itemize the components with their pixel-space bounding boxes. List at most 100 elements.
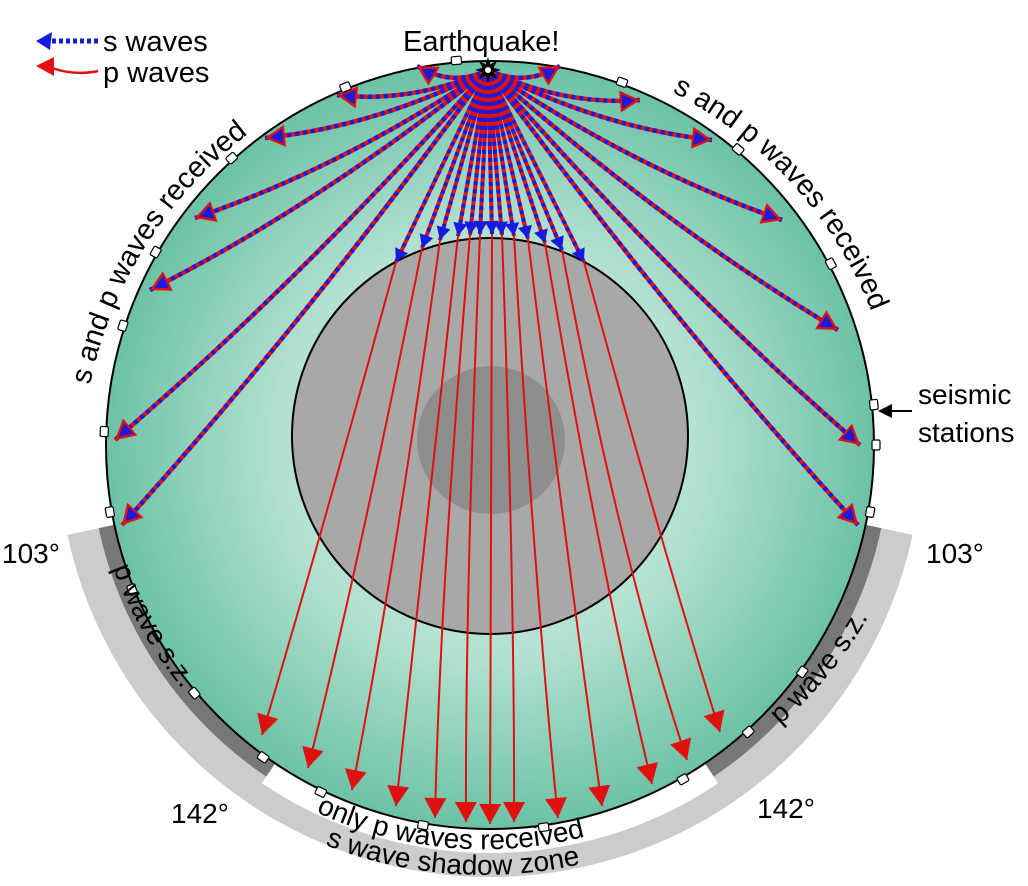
mantle-ray-s	[148, 68, 490, 293]
p-wave-arrow	[503, 802, 526, 822]
seismic-station-icon	[339, 81, 352, 93]
angle-142-left-label: 142°	[171, 798, 229, 829]
p-wave-arrow	[479, 803, 502, 824]
core-ray-s	[486, 69, 586, 263]
seismic-station-icon	[676, 773, 690, 786]
mantle-ray-s	[264, 67, 490, 141]
p-wave-ray	[527, 238, 603, 807]
angle-103-right-label: 103°	[926, 538, 984, 569]
core-ray-s	[394, 69, 490, 263]
mantle-ray-arrow-blue	[540, 68, 556, 82]
seismic-station-icon	[741, 725, 755, 739]
wave-rays	[113, 64, 862, 825]
core-ray-arrow-blue	[534, 228, 548, 243]
mantle-ray-arrow-blue	[154, 275, 170, 289]
legend: s waves p waves	[36, 26, 209, 89]
earthquake-epicenter-icon	[475, 57, 501, 83]
mantle-ray-arrow-blue	[762, 207, 778, 221]
mantle-ray-arrow-blue	[840, 506, 855, 522]
p-wave-ray	[544, 242, 653, 785]
p-wave-ray	[561, 249, 688, 761]
seismic-label-line1: seismic	[918, 379, 1011, 410]
mantle-ray-s	[486, 68, 783, 223]
legend-s-waves-label: s waves	[103, 26, 208, 58]
seismic-station-icon	[537, 822, 550, 833]
mantle-ray-s	[113, 68, 490, 442]
seismic-station-icon	[314, 786, 328, 798]
seismic-station-icon	[796, 665, 809, 679]
core-ray-arrow-blue	[473, 220, 488, 234]
mantle-ray-arrow-blue	[125, 506, 140, 522]
core-ray-arrow-blue	[453, 221, 468, 236]
mantle-ray-arrow-blue	[118, 422, 134, 437]
core-ray-arrow-blue	[464, 221, 479, 235]
mantle-ray-arrow-blue	[342, 89, 356, 105]
seismic-station-icon	[126, 583, 138, 596]
p-wave-arrow	[670, 737, 692, 760]
seismic-station-icon	[864, 506, 876, 519]
legend-p-wave-arrow-icon	[36, 57, 54, 76]
p-wave-arrow	[703, 709, 725, 732]
p-wave-arrow	[302, 745, 324, 768]
mantle-ray-s	[486, 67, 713, 143]
p-wave-arrow	[454, 802, 477, 822]
p-wave-arrow	[345, 768, 367, 790]
seismic-station-icon	[868, 398, 879, 411]
mantle-ray-arrow-blue	[693, 130, 707, 146]
core-ray-s	[486, 69, 564, 251]
mantle-ray-arrow-blue	[818, 314, 834, 328]
seismic-station-icon	[615, 76, 629, 88]
p-wave-ray	[434, 234, 471, 819]
p-wave-ray	[351, 239, 441, 791]
angle-103-left-label: 103°	[2, 538, 60, 569]
legend-s-wave-arrow-icon	[36, 32, 52, 50]
p-wave-arrow	[588, 784, 611, 806]
seismic-station-icon	[871, 439, 881, 451]
core-ray	[486, 69, 516, 237]
p-wave-arrow	[545, 797, 567, 818]
p-wave-ray	[307, 247, 423, 769]
core-ray-s	[438, 69, 490, 241]
p-wave-ray	[395, 235, 459, 807]
seismic-station-icon	[416, 819, 429, 831]
core-ray-arrow-blue	[395, 247, 409, 262]
legend-p-waves-label: p waves	[103, 57, 209, 89]
legend-p-wave-line	[51, 66, 99, 75]
core-ray	[420, 69, 490, 249]
seismic-station-icon	[117, 319, 129, 332]
core-ray-arrow-blue	[504, 222, 520, 236]
core-ray-arrow-blue	[571, 247, 585, 262]
p-wave-ray	[489, 233, 493, 825]
angle-142-right-label: 142°	[757, 793, 815, 824]
p-wave-arrow	[257, 712, 279, 735]
seismic-label-line2: stations	[918, 417, 1015, 448]
seismic-pointer-arrow-icon	[878, 404, 892, 418]
seismic-stations	[99, 55, 881, 833]
core-ray-arrow-blue	[419, 233, 434, 248]
mantle-ray-arrow-blue	[270, 129, 284, 144]
only-p-zone-strip	[261, 763, 719, 853]
p-wave-arrow	[424, 797, 447, 818]
core-ray-arrow-blue	[518, 224, 532, 239]
p-wave-ray	[464, 233, 481, 823]
earthquake-label: Earthquake!	[403, 26, 559, 58]
p-wave-arrow	[387, 785, 410, 806]
mantle-ray	[486, 68, 860, 527]
p-wave-arrow	[636, 762, 658, 784]
mantle-ray-arrow-blue	[199, 205, 215, 219]
seismic-station-icon	[450, 55, 463, 66]
p-wave-ray	[501, 234, 516, 823]
mantle-ray-arrow-blue	[841, 427, 857, 442]
seismic-station-icon	[188, 686, 201, 700]
seismic-station-icon	[104, 506, 116, 519]
mantle-ray-s	[486, 68, 840, 332]
core-ray-s	[486, 69, 547, 244]
mantle-ray-s	[486, 68, 862, 447]
mantle-ray-arrow-blue	[421, 68, 437, 82]
core-ray-arrow-blue	[550, 235, 564, 250]
mantle-ray-s	[194, 68, 490, 221]
p-wave-ray	[261, 261, 397, 736]
core-ray-arrow-blue	[493, 221, 508, 235]
seismic-station-icon	[225, 151, 239, 165]
